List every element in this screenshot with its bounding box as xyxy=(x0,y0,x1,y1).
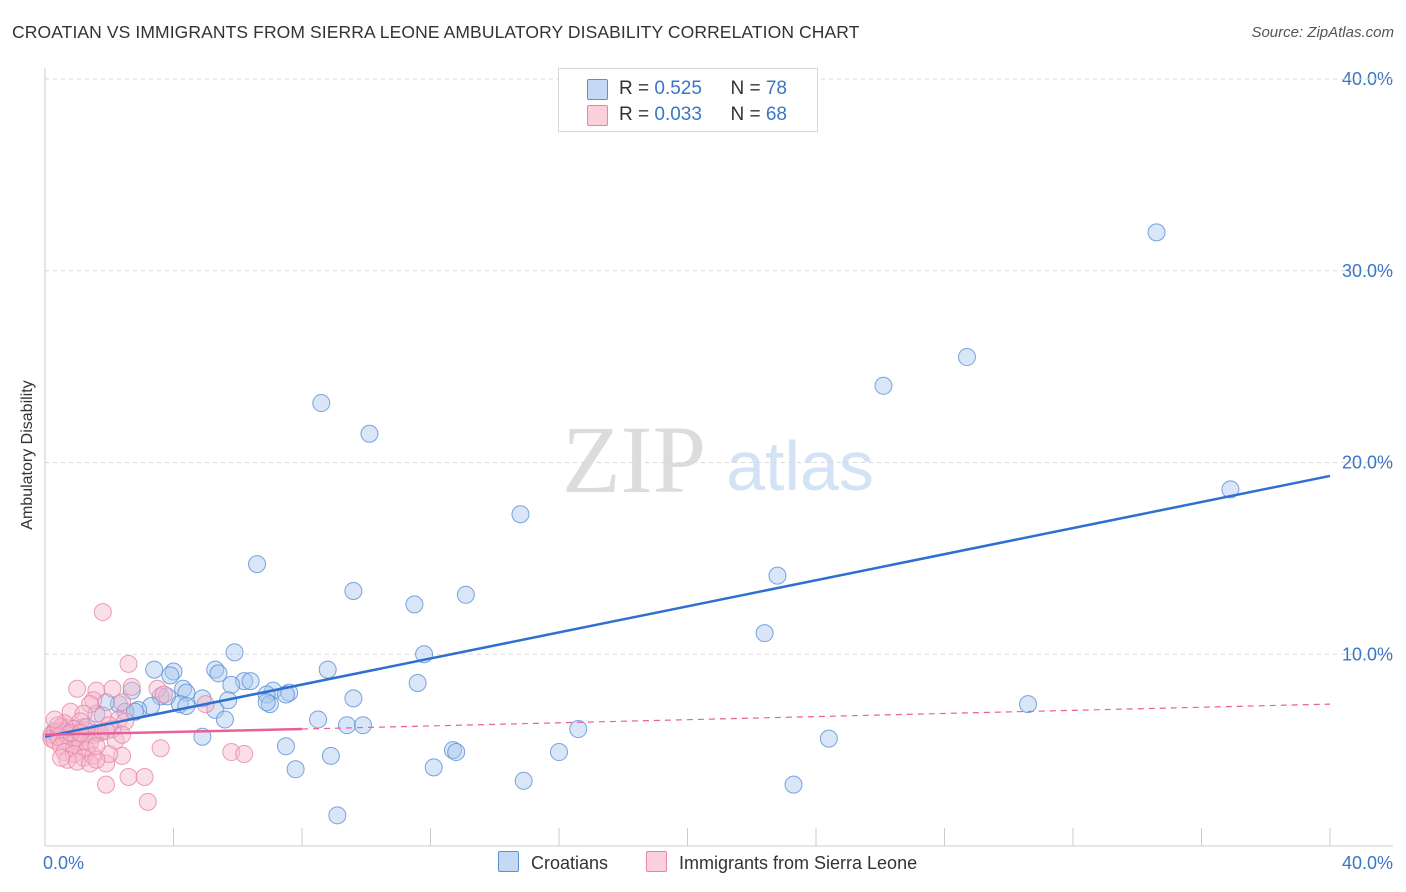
croatian-point xyxy=(550,743,568,762)
legend-n-label: N = xyxy=(730,78,766,99)
y-tick-label: 20.0% xyxy=(1342,453,1393,473)
sierra-leone-trendline xyxy=(44,727,303,737)
sierra-leone-point xyxy=(135,767,154,786)
sierra-leone-point xyxy=(93,603,112,622)
croatian-point xyxy=(408,674,427,693)
croatian-point xyxy=(819,729,838,748)
croatian-point xyxy=(337,716,356,735)
croatian-point xyxy=(215,710,234,729)
sierra-leone-point xyxy=(113,725,132,744)
croatian-point xyxy=(328,806,347,825)
croatian-point xyxy=(405,595,424,614)
sierra-leone-point xyxy=(119,767,138,786)
croatian-point xyxy=(318,660,337,679)
croatian-point xyxy=(193,689,212,708)
stats-legend: R = 0.525 N = 78 R = 0.033 N = 68 xyxy=(558,68,818,132)
croatian-point xyxy=(1221,480,1240,499)
sierra-leone-point xyxy=(154,685,173,704)
croatian-point xyxy=(122,681,141,700)
bottom-legend-croatians: Croatians xyxy=(498,851,608,874)
sierra-leone-point xyxy=(151,739,170,758)
sierra-leone-point xyxy=(97,754,116,773)
croatian-point xyxy=(755,624,774,643)
sierra-leone-point xyxy=(68,679,87,698)
croatian-point xyxy=(447,743,466,762)
sierra-leone-point xyxy=(52,748,71,767)
sierra-leone-point xyxy=(122,677,141,696)
watermark-atlas: atlas xyxy=(726,427,874,505)
sierra-leone-point xyxy=(119,654,138,673)
y-tick-label: 30.0% xyxy=(1342,261,1393,281)
croatian-point xyxy=(569,720,588,739)
croatian-point xyxy=(424,758,443,777)
croatian-point xyxy=(276,737,295,756)
croatian-point xyxy=(312,394,331,413)
croatian-point xyxy=(443,741,462,760)
croatian-point xyxy=(260,695,279,714)
croatian-point xyxy=(874,376,893,395)
croatian-point xyxy=(161,666,180,685)
croatian-point xyxy=(276,685,295,704)
croatian-point xyxy=(360,424,379,443)
croatian-point xyxy=(321,746,340,765)
croatian-point xyxy=(1147,223,1166,242)
croatian-point xyxy=(309,710,328,729)
legend-r-value: 0.525 xyxy=(654,78,702,99)
sierra-leone-point xyxy=(45,710,64,729)
croatian-point xyxy=(177,683,196,702)
legend-swatch-blue xyxy=(587,79,608,100)
x-tick-label: 40.0% xyxy=(1342,853,1393,873)
croatian-point xyxy=(209,664,228,683)
bottom-legend-label: Immigrants from Sierra Leone xyxy=(679,853,918,873)
croatian-point xyxy=(354,716,373,735)
croatian-point xyxy=(344,689,363,708)
croatian-point xyxy=(248,555,267,574)
legend-r-label: R = xyxy=(619,104,655,125)
croatian-point xyxy=(125,702,144,721)
croatian-point xyxy=(456,585,475,604)
legend-swatch-pink xyxy=(587,105,608,126)
croatian-point xyxy=(257,693,276,712)
sierra-leone-trendline-dashed xyxy=(301,703,1331,730)
croatian-trendline xyxy=(44,474,1331,738)
croatian-point xyxy=(768,566,787,585)
croatian-point xyxy=(87,704,106,723)
croatian-point xyxy=(145,660,164,679)
legend-r-value: 0.033 xyxy=(654,104,702,125)
croatian-point xyxy=(511,505,530,524)
sierra-leone-point xyxy=(97,775,116,794)
legend-n-value: 78 xyxy=(765,78,787,99)
sierra-leone-point xyxy=(87,737,106,756)
croatian-point xyxy=(344,581,363,600)
sierra-leone-point xyxy=(103,679,122,698)
croatian-point xyxy=(286,760,305,779)
chart-title: CROATIAN VS IMMIGRANTS FROM SIERRA LEONE… xyxy=(12,22,860,42)
x-tick-label: 0.0% xyxy=(43,853,84,873)
legend-r-label: R = xyxy=(619,78,655,99)
bottom-legend-label: Croatians xyxy=(531,853,609,873)
legend-n-label: N = xyxy=(730,104,766,125)
sierra-leone-point xyxy=(235,744,254,763)
bottom-legend-swatch-blue xyxy=(498,851,519,872)
croatian-point xyxy=(957,348,976,367)
croatian-point xyxy=(784,775,803,794)
bottom-legend-swatch-pink xyxy=(646,851,667,872)
croatian-point xyxy=(225,643,244,662)
croatian-point xyxy=(241,672,260,691)
croatian-point xyxy=(514,771,533,790)
sierra-leone-point xyxy=(80,695,99,714)
source-credit: Source: ZipAtlas.com xyxy=(1251,24,1394,41)
y-tick-label: 10.0% xyxy=(1342,644,1393,664)
croatian-point xyxy=(222,675,241,694)
bottom-legend-sierra-leone: Immigrants from Sierra Leone xyxy=(646,851,917,874)
sierra-leone-point xyxy=(138,792,157,811)
croatian-point xyxy=(1019,695,1038,714)
legend-n-value: 68 xyxy=(765,104,787,125)
sierra-leone-point xyxy=(113,693,132,712)
watermark-zip: ZIP xyxy=(562,406,706,513)
sierra-leone-point xyxy=(87,750,106,769)
